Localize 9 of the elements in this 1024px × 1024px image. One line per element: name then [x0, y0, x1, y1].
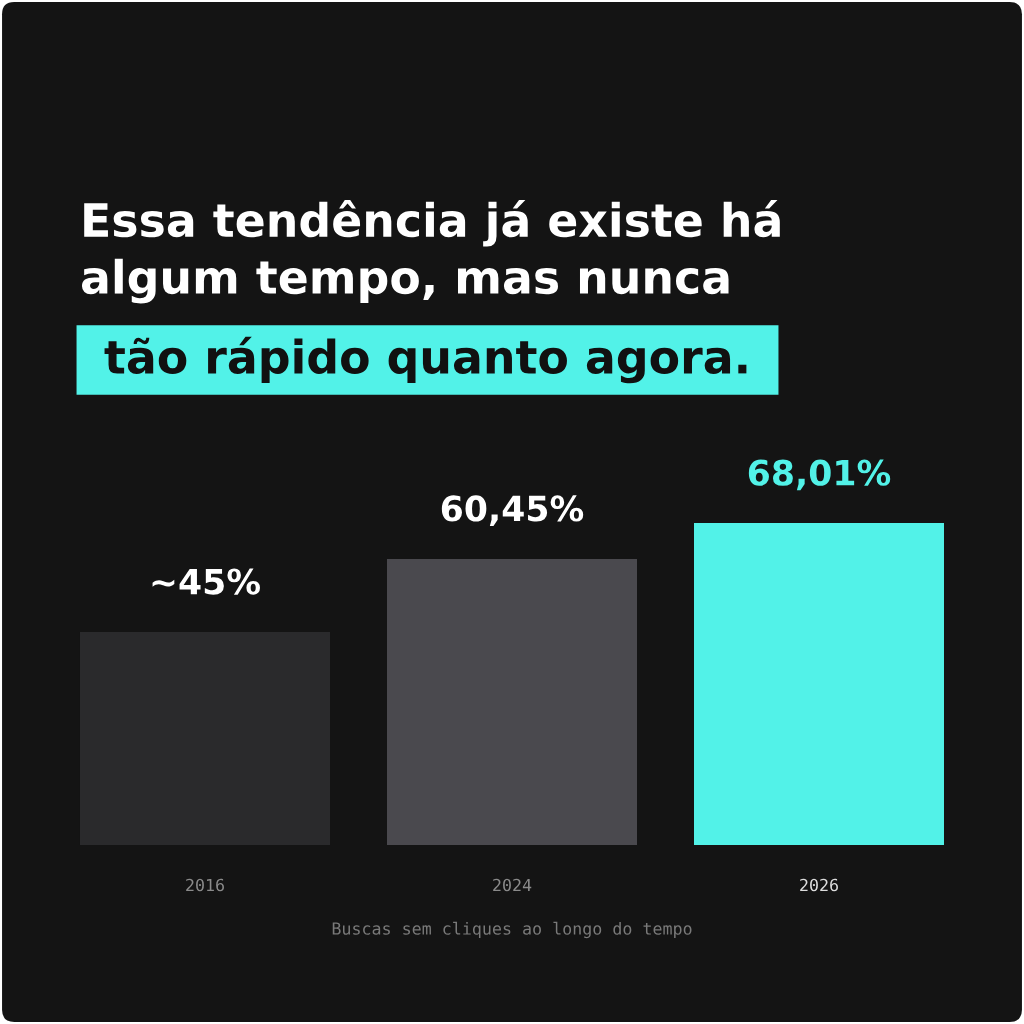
- data-label: ~45%: [152, 568, 260, 595]
- chart-title: Essa tendência já existe há algum tempo, mas nunca: [81, 200, 780, 304]
- data-label: 60,45%: [441, 495, 584, 527]
- data-label: 68,01%: [748, 459, 891, 491]
- x-tick-label: 2016: [186, 878, 224, 892]
- x-tick-label: 2024: [493, 878, 532, 892]
- chart-subtitle: tão rápido quanto agora.: [104, 336, 747, 384]
- text: Buscas sem cliques ao longo do tempo: [332, 921, 692, 939]
- x-tick-label: 2026: [800, 878, 838, 892]
